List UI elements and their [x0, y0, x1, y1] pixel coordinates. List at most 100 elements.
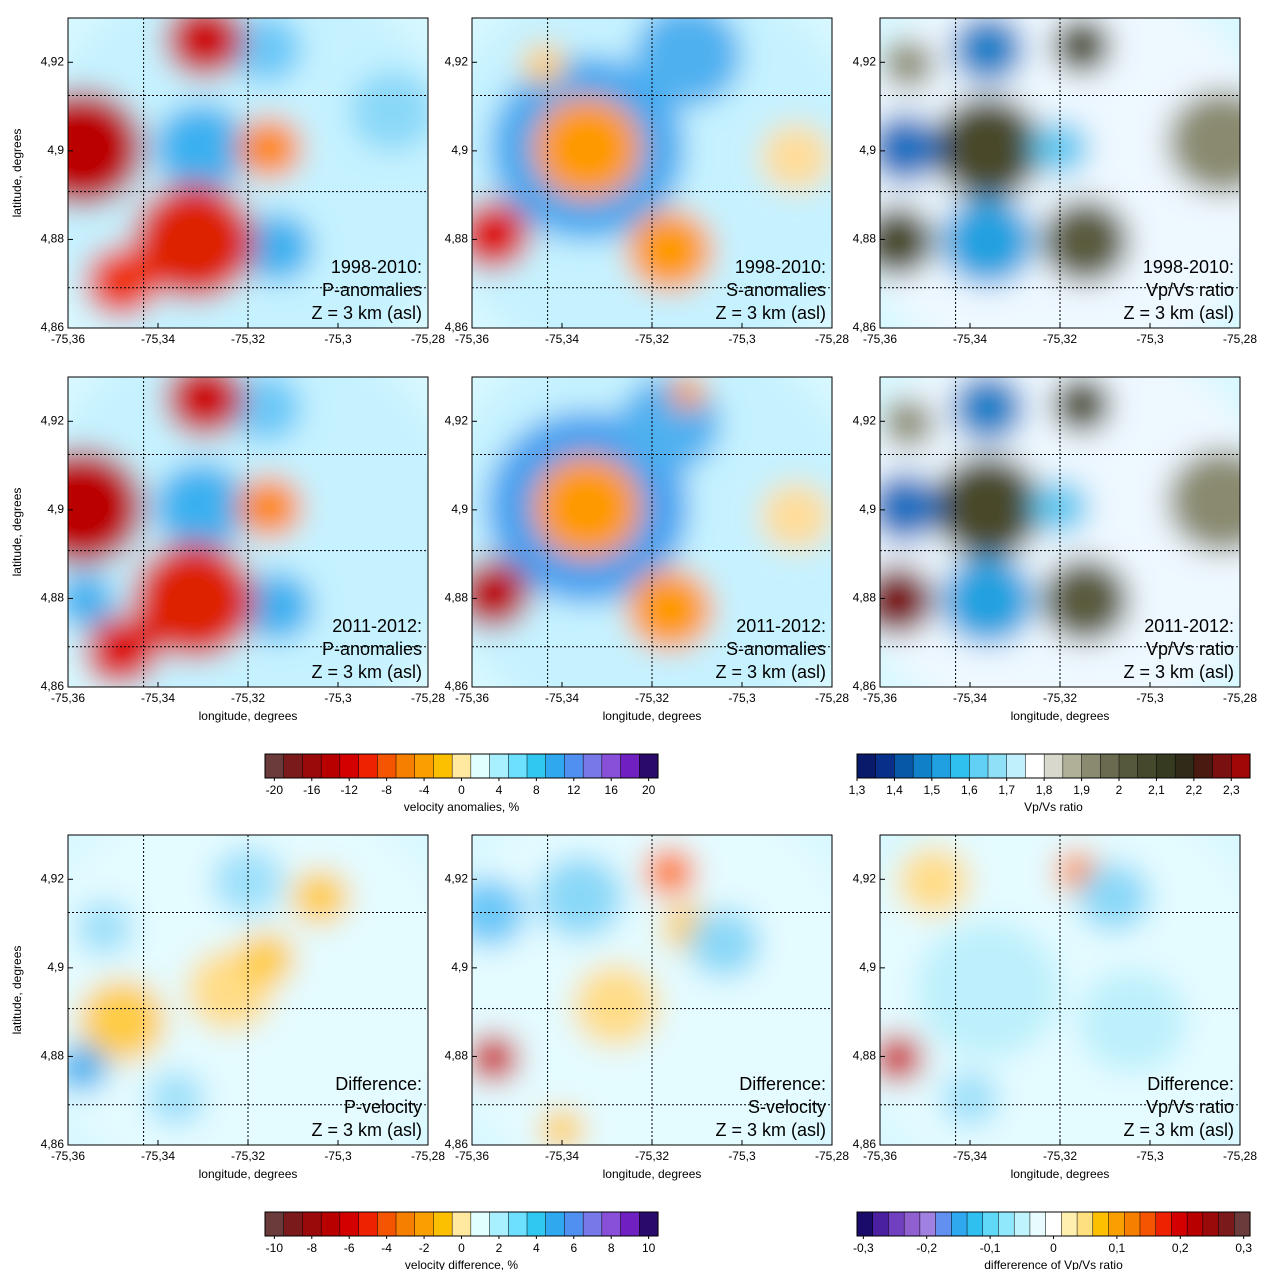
colorbar-swatch: [415, 1212, 434, 1236]
colorbar-tick-label: 8: [533, 783, 540, 797]
panel-annotation: P-velocity: [344, 1097, 422, 1117]
x-tick-label: -75,32: [231, 691, 265, 705]
colorbar-swatch: [1046, 1212, 1062, 1236]
x-tick-label: -75,34: [141, 691, 175, 705]
panel-annotation: 2011-2012:: [1144, 616, 1234, 636]
anomaly-blob: [165, 361, 244, 436]
colorbar-swatch: [1138, 754, 1157, 778]
y-tick-label: 4,86: [853, 679, 877, 693]
colorbar-swatch: [471, 754, 490, 778]
colorbar-swatch: [471, 1212, 490, 1236]
y-tick-label: 4,86: [445, 1137, 469, 1151]
y-tick-label: 4,9: [451, 143, 468, 157]
colorbar-tick-label: 4: [533, 1241, 540, 1255]
colorbar-tick-label: 2: [496, 1241, 503, 1255]
anomaly-blob: [760, 482, 832, 550]
y-tick-label: 4,92: [41, 871, 65, 885]
colorbar-swatch: [1061, 1212, 1077, 1236]
x-tick-label: -75,28: [815, 691, 849, 705]
colorbar-tick-label: 1,8: [1036, 783, 1053, 797]
colorbar-swatch: [936, 1212, 952, 1236]
panel-annotation: S-anomalies: [726, 639, 826, 659]
colorbar-tick-label: 12: [567, 783, 581, 797]
colorbar-swatch: [983, 1212, 999, 1236]
colorbar-swatch: [490, 754, 509, 778]
y-tick-label: 4,9: [47, 143, 64, 157]
x-tick-label: -75,36: [455, 332, 489, 346]
colorbar: -10-8-6-4-20246810velocity difference, %: [265, 1212, 658, 1270]
anomaly-blob: [57, 1044, 107, 1092]
colorbar-tick-label: -8: [306, 1241, 317, 1255]
colorbar-swatch: [1119, 754, 1138, 778]
colorbar-tick-label: -20: [266, 783, 284, 797]
colorbar-tick-label: 6: [570, 1241, 577, 1255]
colorbar-swatch: [302, 1212, 321, 1236]
anomaly-blob: [154, 104, 248, 193]
colorbar-swatch: [1082, 754, 1101, 778]
colorbar-swatch: [1213, 754, 1232, 778]
anomaly-blob: [458, 201, 530, 269]
map-panel: -75,36-75,34-75,32-75,3-75,284,864,884,9…: [844, 0, 1265, 378]
panel-annotation: Z = 3 km (asl): [1123, 1120, 1234, 1140]
anomaly-blob: [147, 1071, 205, 1126]
colorbar-swatch: [888, 1212, 904, 1236]
colorbar-tick-label: -0,1: [980, 1241, 1001, 1255]
colorbar-tick-label: 4: [496, 783, 503, 797]
y-tick-label: 4,92: [445, 413, 469, 427]
colorbar-swatch: [969, 754, 988, 778]
panel-annotation: Z = 3 km (asl): [715, 662, 826, 682]
anomaly-blob: [522, 44, 565, 85]
x-tick-label: -75,28: [411, 332, 445, 346]
colorbar-swatch: [396, 754, 415, 778]
anomaly-blob: [212, 847, 284, 915]
x-tick-label: -75,3: [1136, 1149, 1164, 1163]
anomaly-blob: [573, 964, 659, 1046]
colorbar-swatch: [1156, 754, 1175, 778]
anomaly-blob: [952, 15, 1024, 83]
x-tick-label: -75,3: [728, 1149, 756, 1163]
panel-annotation: Z = 3 km (asl): [1123, 662, 1234, 682]
anomaly-blob: [634, 4, 742, 107]
x-tick-label: -75,3: [728, 332, 756, 346]
anomaly-blob: [934, 97, 1042, 200]
anomaly-blob: [760, 123, 832, 191]
x-tick-label: -75,3: [728, 691, 756, 705]
anomaly-blob: [237, 117, 302, 179]
panel-annotation: 1998-2010:: [1143, 257, 1234, 277]
anomaly-blob: [86, 247, 158, 315]
colorbar-swatch: [1156, 1212, 1172, 1236]
anomaly-blob: [165, 2, 244, 77]
x-tick-label: -75,32: [635, 332, 669, 346]
colorbar-swatch: [988, 754, 1007, 778]
colorbar-swatch: [857, 754, 876, 778]
y-tick-label: 4,9: [859, 143, 876, 157]
x-tick-label: -75,3: [324, 1149, 352, 1163]
colorbar-swatch: [967, 1212, 983, 1236]
anomaly-blob: [75, 901, 133, 956]
figure: -75,36-75,34-75,32-75,3-75,284,864,884,9…: [0, 0, 1265, 1270]
colorbar-swatch: [1025, 754, 1044, 778]
colorbar-tick-label: 1,3: [849, 783, 866, 797]
colorbar-tick-label: -0,3: [853, 1241, 874, 1255]
colorbar-swatch: [564, 754, 583, 778]
colorbar-tick-label: 0,1: [1109, 1241, 1126, 1255]
panel-annotation: Difference:: [739, 1074, 826, 1094]
colorbar-swatch: [904, 1212, 920, 1236]
map-panel: -75,36-75,34-75,32-75,3-75,284,864,884,9…: [10, 327, 464, 737]
x-axis-label: longitude, degrees: [603, 1167, 702, 1181]
colorbar-swatch: [396, 1212, 415, 1236]
colorbar-swatch: [433, 1212, 452, 1236]
colorbar-tick-label: 2,2: [1186, 783, 1203, 797]
x-tick-label: -75,32: [1043, 691, 1077, 705]
map-panel: -75,36-75,34-75,32-75,3-75,284,864,884,9…: [436, 785, 868, 1195]
panel-annotation: 2011-2012:: [332, 616, 422, 636]
anomaly-blob: [1042, 200, 1128, 282]
colorbar-swatch: [1234, 1212, 1250, 1236]
anomaly-blob: [21, 449, 143, 565]
colorbar-tick-label: 0,3: [1235, 1241, 1252, 1255]
colorbar-swatch: [1175, 754, 1194, 778]
colorbar-tick-label: 2: [1116, 783, 1123, 797]
colorbar-swatch: [1203, 1212, 1219, 1236]
colorbar-swatch: [894, 754, 913, 778]
y-tick-label: 4,86: [41, 320, 65, 334]
